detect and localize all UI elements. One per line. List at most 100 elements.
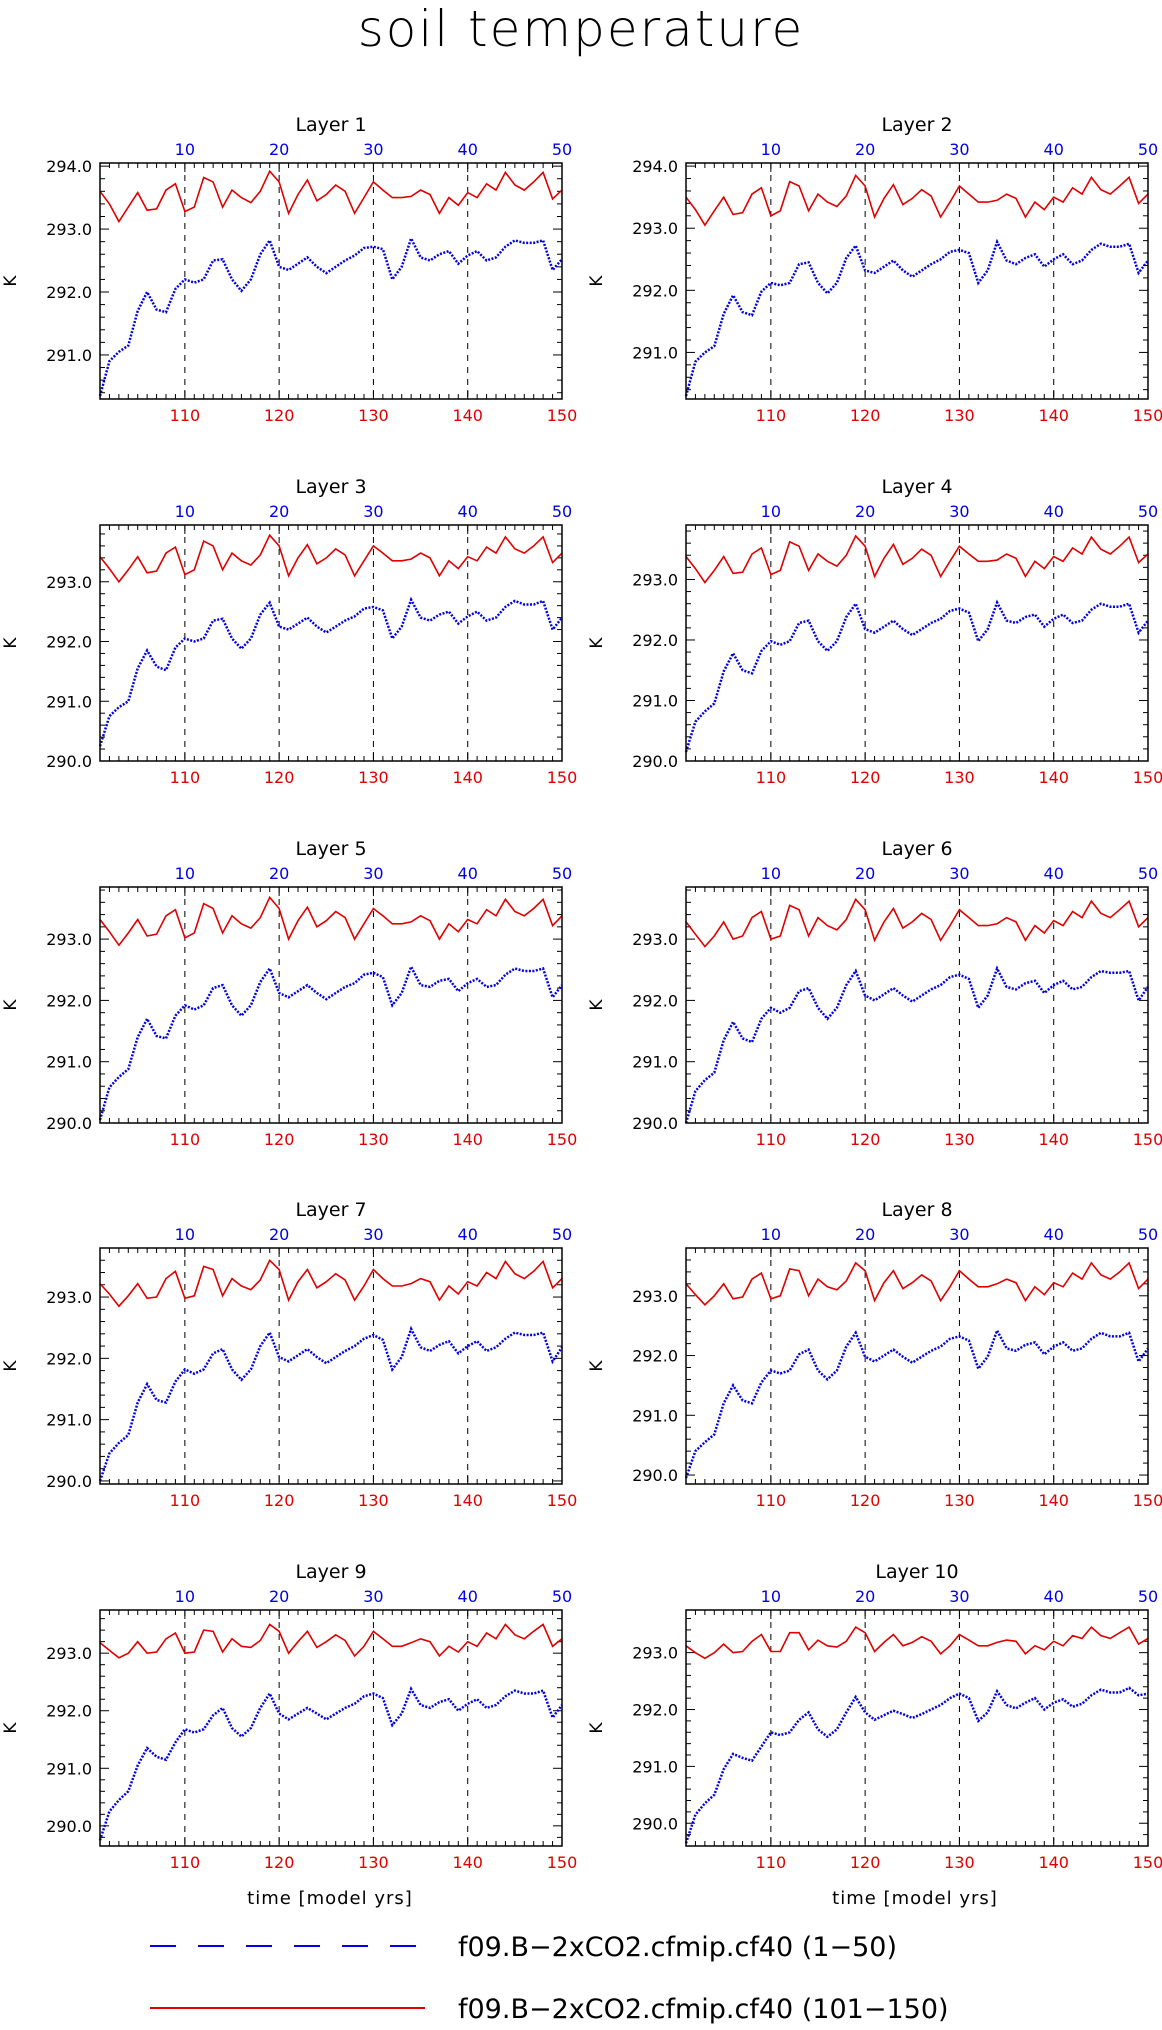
panel-title: Layer 7: [295, 1199, 366, 1221]
x-tick-label-top: 20: [269, 1587, 289, 1606]
y-tick-label: 290.0: [46, 1817, 92, 1836]
panel-title: Layer 10: [875, 1561, 958, 1583]
x-tick-label-top: 30: [949, 1587, 969, 1606]
x-tick-label-top: 30: [363, 502, 383, 521]
x-tick-label-top: 50: [1138, 502, 1158, 521]
y-tick-label: 293.0: [46, 220, 92, 239]
y-axis-label: K: [587, 275, 607, 287]
y-tick-label: 292.0: [632, 1701, 678, 1720]
x-tick-label-bottom: 130: [358, 1491, 389, 1510]
y-tick-label: 292.0: [632, 1347, 678, 1366]
series-line-red: [99, 1258, 563, 1308]
panel-layer-5: Layer 5 110 120 130 140 150 10 20 30 40 50 290.0 291…: [1, 838, 577, 1149]
x-tick-label-top: 40: [458, 502, 478, 521]
x-tick-label-bottom: 120: [850, 406, 881, 425]
y-tick-label: 293.0: [632, 570, 678, 589]
series-line-red: [685, 1625, 1149, 1660]
y-tick-label: 291.0: [46, 1759, 92, 1778]
x-tick-label-bottom: 140: [452, 406, 483, 425]
y-tick-label: 292.0: [46, 1702, 92, 1721]
x-tick-label-bottom: 110: [756, 1491, 787, 1510]
panel-layer-10: Layer 10 110 120 130 140 150 10 20 30 40 50 290.0 29…: [587, 1561, 1162, 1872]
plot-frame: [685, 886, 1149, 1124]
x-tick-label-bottom: 140: [1038, 1491, 1069, 1510]
series-line-red: [99, 1623, 563, 1659]
plot-frame: [685, 1247, 1149, 1485]
series-line-red: [685, 1261, 1149, 1306]
x-tick-label-bottom: 150: [1133, 406, 1162, 425]
x-tick-label-top: 40: [1044, 1225, 1064, 1244]
x-tick-label-top: 10: [761, 864, 781, 883]
y-tick-label: 291.0: [46, 1411, 92, 1430]
x-tick-label-top: 30: [363, 1225, 383, 1244]
x-tick-label-bottom: 150: [547, 1491, 578, 1510]
y-tick-label: 291.0: [46, 692, 92, 711]
x-tick-label-top: 50: [1138, 1587, 1158, 1606]
panel-layer-8: Layer 8 110 120 130 140 150 10 20 30 40 50 290.0 291…: [587, 1199, 1162, 1510]
x-tick-label-bottom: 140: [452, 1130, 483, 1149]
series-line-red: [685, 534, 1149, 584]
x-tick-label-top: 50: [1138, 140, 1158, 159]
x-tick-label-bottom: 130: [944, 406, 975, 425]
y-axis-label: K: [1, 1360, 21, 1372]
y-tick-label: 293.0: [632, 1644, 678, 1663]
x-tick-label-bottom: 130: [944, 1491, 975, 1510]
x-tick-label-bottom: 120: [850, 1130, 881, 1149]
x-tick-label-bottom: 130: [358, 406, 389, 425]
series-line-blue: [684, 599, 1149, 753]
x-tick-label-top: 40: [1044, 502, 1064, 521]
x-tick-label-top: 30: [949, 502, 969, 521]
x-tick-label-bottom: 130: [358, 1130, 389, 1149]
series-line-red: [99, 895, 563, 947]
x-tick-label-top: 20: [269, 1225, 289, 1244]
x-tick-label-top: 10: [175, 1587, 195, 1606]
panels-group: Layer 1 110 120 130 140 150 10 20 30 40 50 291.0 292…: [1, 114, 1162, 1872]
panel-layer-7: Layer 7 110 120 130 140 150 10 20 30 40 50 290.0 291…: [1, 1199, 577, 1510]
series-line-blue: [684, 238, 1149, 397]
series-line-blue: [684, 965, 1150, 1124]
y-axis-label: K: [1, 1722, 21, 1734]
series-line-blue: [684, 1686, 1149, 1844]
x-tick-label-top: 10: [175, 1225, 195, 1244]
x-tick-label-top: 30: [949, 864, 969, 883]
x-tick-label-top: 50: [552, 140, 572, 159]
x-tick-label-bottom: 120: [264, 406, 295, 425]
series-line-blue: [98, 1686, 564, 1841]
x-tick-label-top: 30: [949, 1225, 969, 1244]
x-tick-label-top: 20: [855, 864, 875, 883]
x-tick-label-top: 20: [269, 864, 289, 883]
x-tick-label-top: 10: [175, 864, 195, 883]
x-tick-label-top: 30: [949, 140, 969, 159]
y-tick-label: 290.0: [46, 1114, 92, 1133]
x-tick-label-bottom: 140: [1038, 1853, 1069, 1872]
x-tick-label-bottom: 140: [1038, 1130, 1069, 1149]
x-tick-label-top: 30: [363, 864, 383, 883]
panel-title: Layer 1: [295, 114, 366, 136]
x-tick-label-top: 10: [175, 502, 195, 521]
x-tick-label-bottom: 110: [756, 768, 787, 787]
x-tick-label-top: 40: [1044, 1587, 1064, 1606]
figure-title: soil temperature: [358, 0, 805, 58]
plot-frame: [99, 524, 563, 762]
panel-layer-1: Layer 1 110 120 130 140 150 10 20 30 40 50 291.0 292…: [1, 114, 577, 425]
x-tick-label-bottom: 150: [547, 1130, 578, 1149]
panel-layer-3: Layer 3 110 120 130 140 150 10 20 30 40 50 290.0 291…: [1, 476, 577, 787]
x-axis-label-right: time [model yrs]: [832, 1888, 998, 1909]
y-tick-label: 291.0: [632, 691, 678, 710]
x-tick-label-bottom: 120: [264, 1491, 295, 1510]
y-axis-label: K: [1, 275, 21, 287]
legend-label-red: f09.B−2xCO2.cfmip.cf40 (101−150): [458, 1994, 949, 2025]
y-tick-label: 292.0: [46, 283, 92, 302]
y-tick-label: 292.0: [46, 991, 92, 1010]
y-tick-label: 290.0: [632, 1114, 678, 1133]
panel-layer-6: Layer 6 110 120 130 140 150 10 20 30 40 50 290.0 291…: [587, 838, 1162, 1149]
x-tick-label-bottom: 130: [358, 768, 389, 787]
x-tick-label-bottom: 120: [850, 768, 881, 787]
y-tick-label: 292.0: [632, 281, 678, 300]
panel-title: Layer 2: [881, 114, 952, 136]
x-tick-label-top: 50: [552, 1225, 572, 1244]
x-tick-label-top: 20: [855, 1225, 875, 1244]
x-tick-label-top: 40: [458, 1225, 478, 1244]
y-tick-label: 292.0: [46, 633, 92, 652]
panel-title: Layer 3: [295, 476, 366, 498]
